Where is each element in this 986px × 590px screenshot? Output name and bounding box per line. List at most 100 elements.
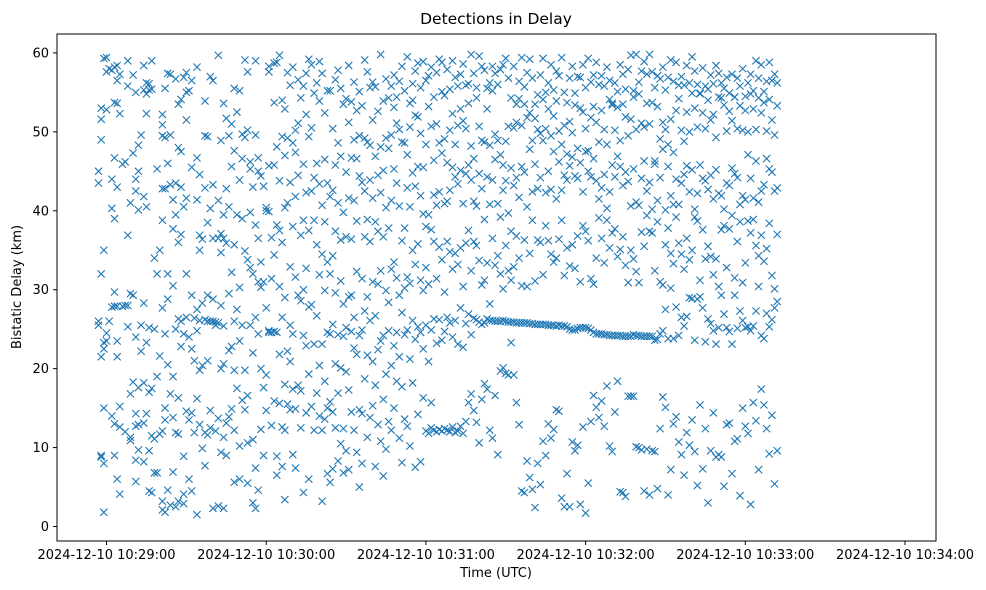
data-point: [581, 124, 590, 133]
data-point: [621, 112, 630, 121]
data-point: [669, 148, 678, 157]
data-point: [621, 85, 630, 94]
data-point: [131, 477, 140, 486]
data-point: [169, 195, 178, 204]
data-point: [480, 276, 489, 285]
data-point: [475, 256, 484, 265]
data-point: [145, 86, 154, 94]
data-point: [690, 336, 699, 345]
data-point: [437, 87, 446, 96]
data-point: [618, 232, 627, 241]
data-point: [248, 435, 257, 444]
data-point: [328, 186, 337, 195]
data-point: [770, 131, 779, 139]
data-point: [219, 504, 228, 513]
data-point: [674, 200, 683, 209]
data-point: [216, 248, 225, 257]
data-point: [645, 178, 654, 187]
data-point: [483, 258, 492, 267]
data-point: [366, 413, 374, 422]
data-point: [419, 57, 428, 66]
data-point: [557, 216, 566, 225]
data-point: [334, 138, 343, 147]
data-point: [389, 71, 398, 79]
data-point: [661, 125, 670, 134]
data-point: [227, 162, 236, 171]
data-point: [195, 170, 204, 179]
data-point: [549, 112, 558, 121]
data-point: [693, 123, 702, 132]
data-point: [408, 168, 417, 177]
data-point: [161, 184, 170, 193]
data-point: [751, 125, 760, 134]
data-point: [648, 67, 657, 76]
data-point: [586, 274, 595, 283]
data-point: [264, 207, 273, 216]
data-point: [738, 191, 747, 200]
data-point: [440, 288, 449, 297]
data-point: [97, 453, 106, 462]
data-point: [256, 283, 265, 292]
data-point: [738, 64, 747, 73]
data-point: [578, 60, 587, 69]
data-point: [360, 374, 369, 383]
data-point: [411, 111, 420, 120]
data-point: [224, 131, 233, 140]
data-point: [453, 82, 462, 91]
data-point: [171, 325, 180, 334]
data-point: [224, 346, 233, 355]
data-point: [584, 54, 593, 63]
data-point: [283, 347, 292, 356]
data-point: [363, 215, 372, 224]
data-point: [688, 89, 697, 98]
data-point: [347, 327, 356, 336]
data-point: [565, 502, 574, 511]
data-point: [640, 57, 649, 66]
data-point: [733, 74, 742, 83]
data-point: [97, 352, 106, 361]
data-point: [573, 72, 582, 81]
data-point: [312, 311, 321, 320]
data-point: [166, 389, 175, 398]
data-point: [562, 469, 571, 478]
data-point: [350, 426, 359, 435]
data-point: [557, 186, 566, 195]
data-point: [584, 167, 593, 176]
data-point: [645, 490, 654, 499]
data-point: [621, 261, 630, 270]
data-point: [698, 63, 707, 72]
data-point: [469, 154, 478, 163]
data-point: [547, 131, 555, 140]
data-point: [456, 70, 465, 79]
data-point: [339, 100, 348, 109]
data-point: [208, 295, 217, 304]
data-point: [145, 79, 154, 88]
data-point: [158, 303, 167, 312]
data-point: [171, 210, 180, 219]
data-point: [632, 442, 641, 451]
data-point: [688, 165, 697, 174]
data-point: [517, 486, 526, 495]
data-point: [272, 220, 281, 229]
data-point: [299, 216, 308, 225]
data-point: [435, 187, 444, 196]
data-point: [536, 238, 545, 247]
data-point: [709, 326, 718, 335]
data-point: [573, 441, 582, 450]
data-point: [491, 130, 500, 139]
data-point: [602, 63, 611, 72]
data-point: [693, 80, 702, 89]
data-point: [509, 370, 518, 379]
data-point: [110, 98, 119, 107]
data-point: [310, 426, 319, 435]
data-point: [461, 169, 470, 178]
data-point: [613, 87, 622, 96]
data-point: [576, 104, 585, 113]
data-point: [403, 325, 412, 334]
data-point: [672, 106, 681, 115]
data-point: [738, 316, 747, 325]
data-point: [461, 319, 470, 328]
data-point: [206, 406, 215, 415]
data-point: [589, 71, 598, 79]
data-point: [682, 61, 691, 70]
